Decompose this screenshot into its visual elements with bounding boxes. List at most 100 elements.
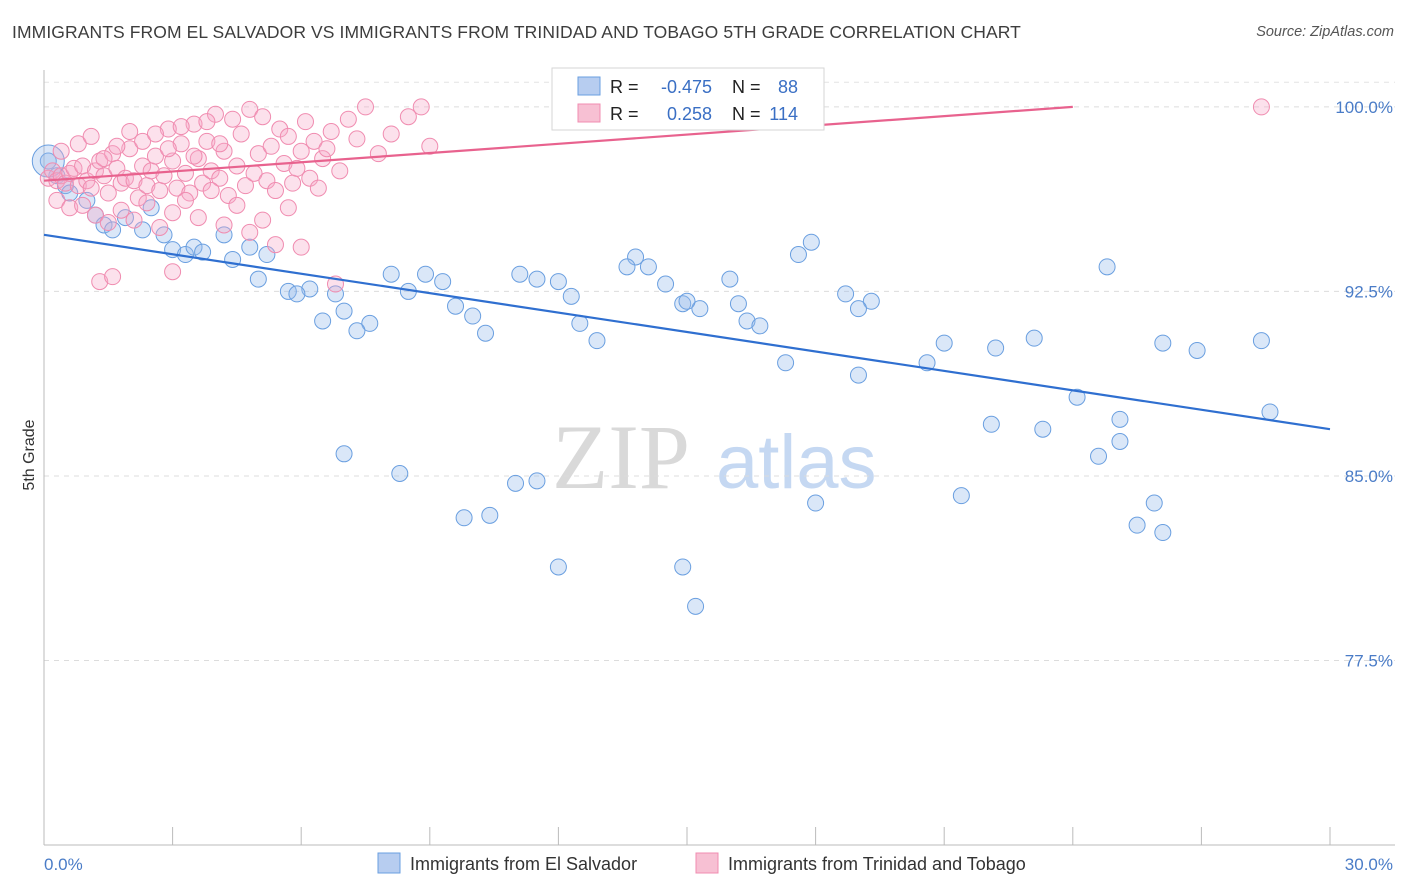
point-1-85 — [164, 204, 182, 222]
point-0-69 — [1128, 516, 1146, 534]
point-1-64 — [314, 150, 332, 168]
point-1-69 — [348, 130, 366, 148]
point-0-52 — [751, 317, 769, 335]
point-0-82 — [674, 558, 692, 576]
point-1-79 — [86, 206, 104, 224]
point-0-0 — [39, 152, 57, 170]
chart-title: IMMIGRANTS FROM EL SALVADOR VS IMMIGRANT… — [12, 22, 1021, 42]
point-1-54 — [271, 120, 289, 138]
point-1-1 — [44, 162, 62, 180]
point-1-93 — [266, 236, 284, 254]
point-1-98 — [82, 127, 100, 145]
point-1-106 — [185, 147, 203, 165]
point-0-86 — [952, 487, 970, 505]
point-1-71 — [369, 145, 387, 163]
point-1-83 — [138, 194, 156, 212]
point-1-111 — [164, 263, 182, 281]
point-1-72 — [382, 125, 400, 143]
point-0-14 — [185, 238, 203, 256]
point-0-27 — [348, 322, 366, 340]
point-0-61 — [982, 415, 1000, 433]
point-1-77 — [61, 199, 79, 217]
point-1-86 — [176, 191, 194, 209]
tick-labels: 77.5% 85.0% 92.5% 100.0% 0.0% 30.0% — [44, 98, 1393, 874]
point-1-49 — [249, 145, 267, 163]
point-1-109 — [91, 273, 109, 291]
point-0-62 — [1025, 329, 1043, 347]
point-1-57 — [284, 174, 302, 192]
point-0-83 — [687, 597, 705, 615]
legend-label-trinidad: Immigrants from Trinidad and Tobago — [728, 854, 1026, 874]
point-0-18 — [241, 238, 259, 256]
point-0-35 — [477, 324, 495, 342]
point-1-21 — [129, 189, 147, 207]
point-0-84 — [802, 233, 820, 251]
legend-label-el-salvador: Immigrants from El Salvador — [410, 854, 637, 874]
point-1-26 — [151, 182, 169, 200]
point-1-67 — [331, 162, 349, 180]
point-1-66 — [322, 123, 340, 141]
point-1-78 — [74, 196, 92, 214]
point-1-73 — [399, 108, 417, 126]
point-1-87 — [189, 209, 207, 227]
point-1-19 — [121, 140, 139, 158]
point-0-47 — [691, 300, 709, 318]
point-0-60 — [987, 339, 1005, 357]
point-1-107 — [198, 113, 216, 131]
point-0-51 — [738, 312, 756, 330]
point-0-64 — [1068, 388, 1086, 406]
axes — [43, 70, 1395, 846]
point-0-49 — [729, 295, 747, 313]
point-1-10 — [82, 179, 100, 197]
point-0-23 — [288, 285, 306, 303]
point-0-68 — [1090, 447, 1108, 465]
point-1-36 — [194, 174, 212, 192]
legend-swatch-trinidad — [695, 852, 719, 874]
point-0-63 — [1034, 420, 1052, 438]
point-1-25 — [146, 147, 164, 165]
point-1-113 — [1252, 98, 1270, 116]
legend-n-label-1: N = — [732, 77, 761, 97]
point-0-34 — [464, 307, 482, 325]
legend-r-value-2: 0.258 — [667, 104, 712, 124]
legend-n-label-2: N = — [732, 104, 761, 124]
point-0-3 — [61, 184, 79, 202]
point-0-50 — [721, 270, 739, 288]
point-1-75 — [421, 137, 439, 155]
point-0-53 — [789, 246, 807, 264]
legend-n-value-1: 88 — [778, 77, 798, 97]
legend-r-label-2: R = — [610, 104, 639, 124]
point-1-31 — [172, 135, 190, 153]
point-0-32 — [434, 273, 452, 291]
point-1-81 — [112, 201, 130, 219]
point-0-26 — [361, 314, 379, 332]
y-tick-label-3: 100.0% — [1335, 98, 1393, 117]
point-1-32 — [176, 164, 194, 182]
point-1-100 — [108, 137, 126, 155]
point-1-88 — [202, 182, 220, 200]
point-1-104 — [159, 140, 177, 158]
point-0-33 — [447, 297, 465, 315]
point-0-37 — [528, 270, 546, 288]
point-0-41 — [588, 332, 606, 350]
trend-line-0 — [43, 233, 1331, 431]
series-legend: Immigrants from El Salvador Immigrants f… — [377, 852, 1026, 874]
point-0-59 — [935, 334, 953, 352]
point-1-14 — [99, 184, 117, 202]
point-0-31 — [417, 265, 435, 283]
point-1-60 — [296, 113, 314, 131]
legend-r-label-1: R = — [610, 77, 639, 97]
grid-lines — [44, 81, 1395, 661]
point-1-80 — [99, 214, 117, 232]
point-1-58 — [288, 159, 306, 177]
point-0-73 — [1252, 332, 1270, 350]
point-1-56 — [279, 127, 297, 145]
point-1-51 — [258, 172, 276, 190]
point-1-103 — [146, 125, 164, 143]
point-1-62 — [305, 132, 323, 150]
point-0-67 — [1111, 433, 1129, 451]
point-0-54 — [837, 285, 855, 303]
point-0-16 — [215, 226, 233, 244]
point-1-101 — [121, 123, 139, 141]
